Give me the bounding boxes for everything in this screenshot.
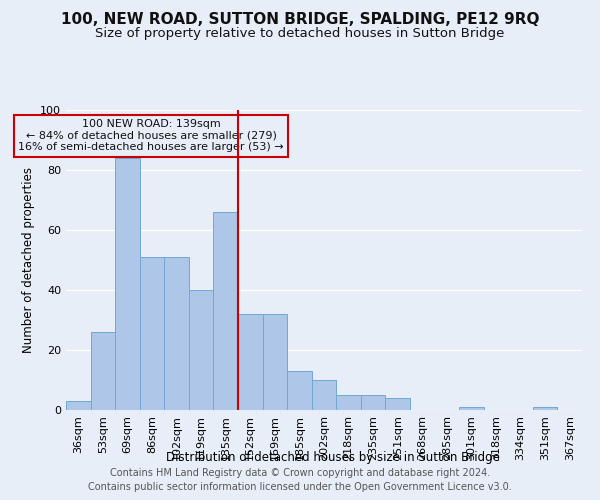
Text: Distribution of detached houses by size in Sutton Bridge: Distribution of detached houses by size … <box>166 451 500 464</box>
Bar <box>238 314 263 410</box>
Text: Size of property relative to detached houses in Sutton Bridge: Size of property relative to detached ho… <box>95 28 505 40</box>
Bar <box>140 257 164 410</box>
Bar <box>385 398 410 410</box>
Bar <box>214 212 238 410</box>
Bar <box>287 371 312 410</box>
Bar <box>312 380 336 410</box>
Bar <box>189 290 214 410</box>
Bar <box>263 314 287 410</box>
Bar <box>91 332 115 410</box>
Bar <box>459 407 484 410</box>
Bar <box>336 395 361 410</box>
Bar <box>115 158 140 410</box>
Text: 100 NEW ROAD: 139sqm
← 84% of detached houses are smaller (279)
16% of semi-deta: 100 NEW ROAD: 139sqm ← 84% of detached h… <box>19 119 284 152</box>
Bar <box>66 401 91 410</box>
Bar <box>164 257 189 410</box>
Bar <box>533 407 557 410</box>
Text: Contains HM Land Registry data © Crown copyright and database right 2024.
Contai: Contains HM Land Registry data © Crown c… <box>88 468 512 492</box>
Text: 100, NEW ROAD, SUTTON BRIDGE, SPALDING, PE12 9RQ: 100, NEW ROAD, SUTTON BRIDGE, SPALDING, … <box>61 12 539 28</box>
Bar <box>361 395 385 410</box>
Y-axis label: Number of detached properties: Number of detached properties <box>22 167 35 353</box>
